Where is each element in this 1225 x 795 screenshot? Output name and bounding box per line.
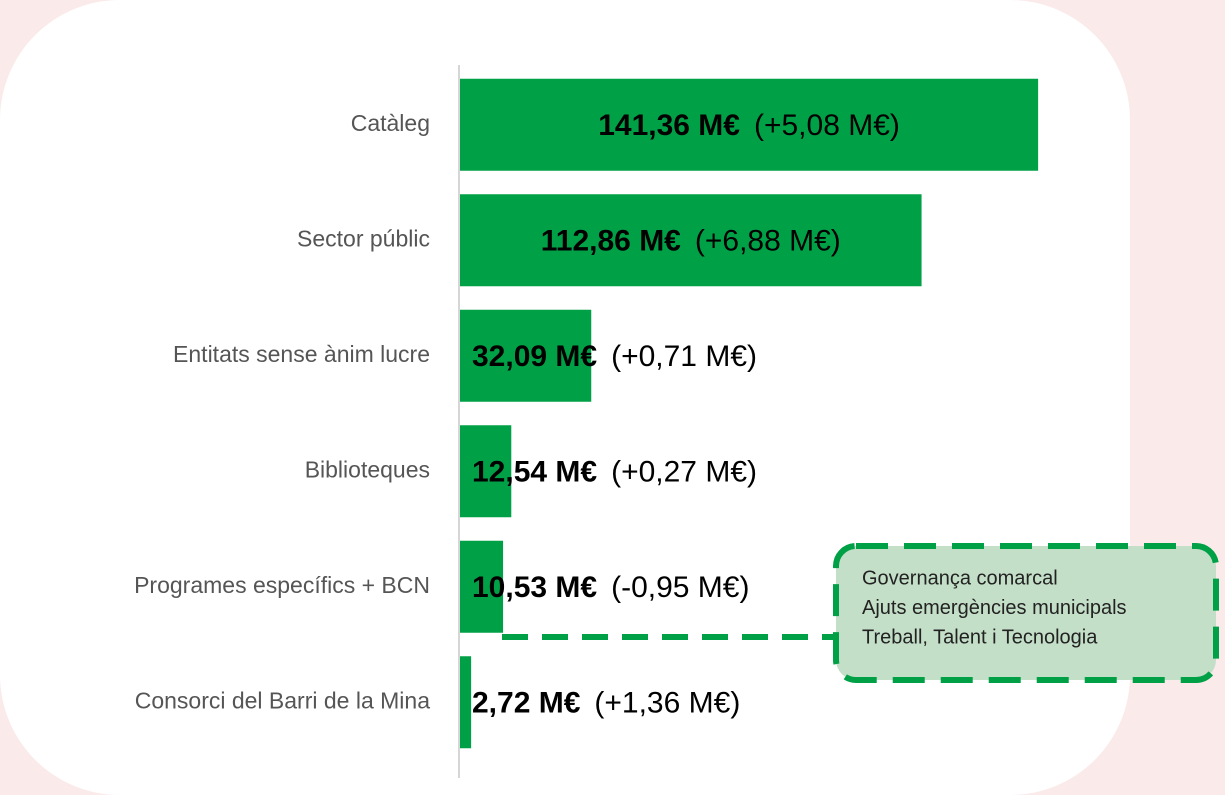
- category-label: Entitats sense ànim lucre: [173, 341, 430, 367]
- change-text: (-0,95 M€): [611, 571, 749, 604]
- category-label: Sector públic: [297, 225, 430, 251]
- value-label: 10,53 M€ (-0,95 M€): [472, 571, 749, 604]
- category-label: Consorci del Barri de la Mina: [135, 687, 431, 713]
- change-text: (+1,36 M€): [594, 686, 740, 719]
- annotation-box: [833, 543, 1219, 683]
- value-label: 141,36 M€ (+5,08 M€): [598, 109, 900, 142]
- bar: [460, 309, 592, 402]
- value-label: 32,09 M€ (+0,71 M€): [472, 340, 757, 373]
- value-label: 12,54 M€ (+0,27 M€): [472, 455, 757, 488]
- change-text: (+6,88 M€): [695, 224, 841, 257]
- value-text: 12,54 M€: [472, 455, 597, 488]
- bar: [460, 78, 1039, 171]
- bar: [460, 194, 922, 287]
- bar: [460, 540, 504, 633]
- value-text: 112,86 M€: [541, 224, 681, 257]
- value-text: 141,36 M€: [598, 109, 740, 142]
- annotation-line: Governança comarcal: [862, 567, 1058, 589]
- value-text: 2,72 M€: [472, 686, 581, 719]
- category-label: Programes específics + BCN: [134, 572, 430, 598]
- bar: [460, 425, 512, 518]
- bar: [460, 656, 472, 749]
- change-text: (+0,71 M€): [611, 340, 757, 373]
- category-label: Biblioteques: [305, 456, 430, 482]
- value-label: 2,72 M€ (+1,36 M€): [472, 686, 740, 719]
- change-text: (+5,08 M€): [754, 109, 900, 142]
- value-text: 32,09 M€: [472, 340, 597, 373]
- annotation-line: Treball, Talent i Tecnologia: [862, 626, 1098, 648]
- change-text: (+0,27 M€): [611, 455, 757, 488]
- annotation-line: Ajuts emergències municipals: [862, 597, 1127, 619]
- value-text: 10,53 M€: [472, 571, 597, 604]
- value-label: 112,86 M€ (+6,88 M€): [541, 224, 841, 257]
- category-label: Catàleg: [351, 110, 430, 136]
